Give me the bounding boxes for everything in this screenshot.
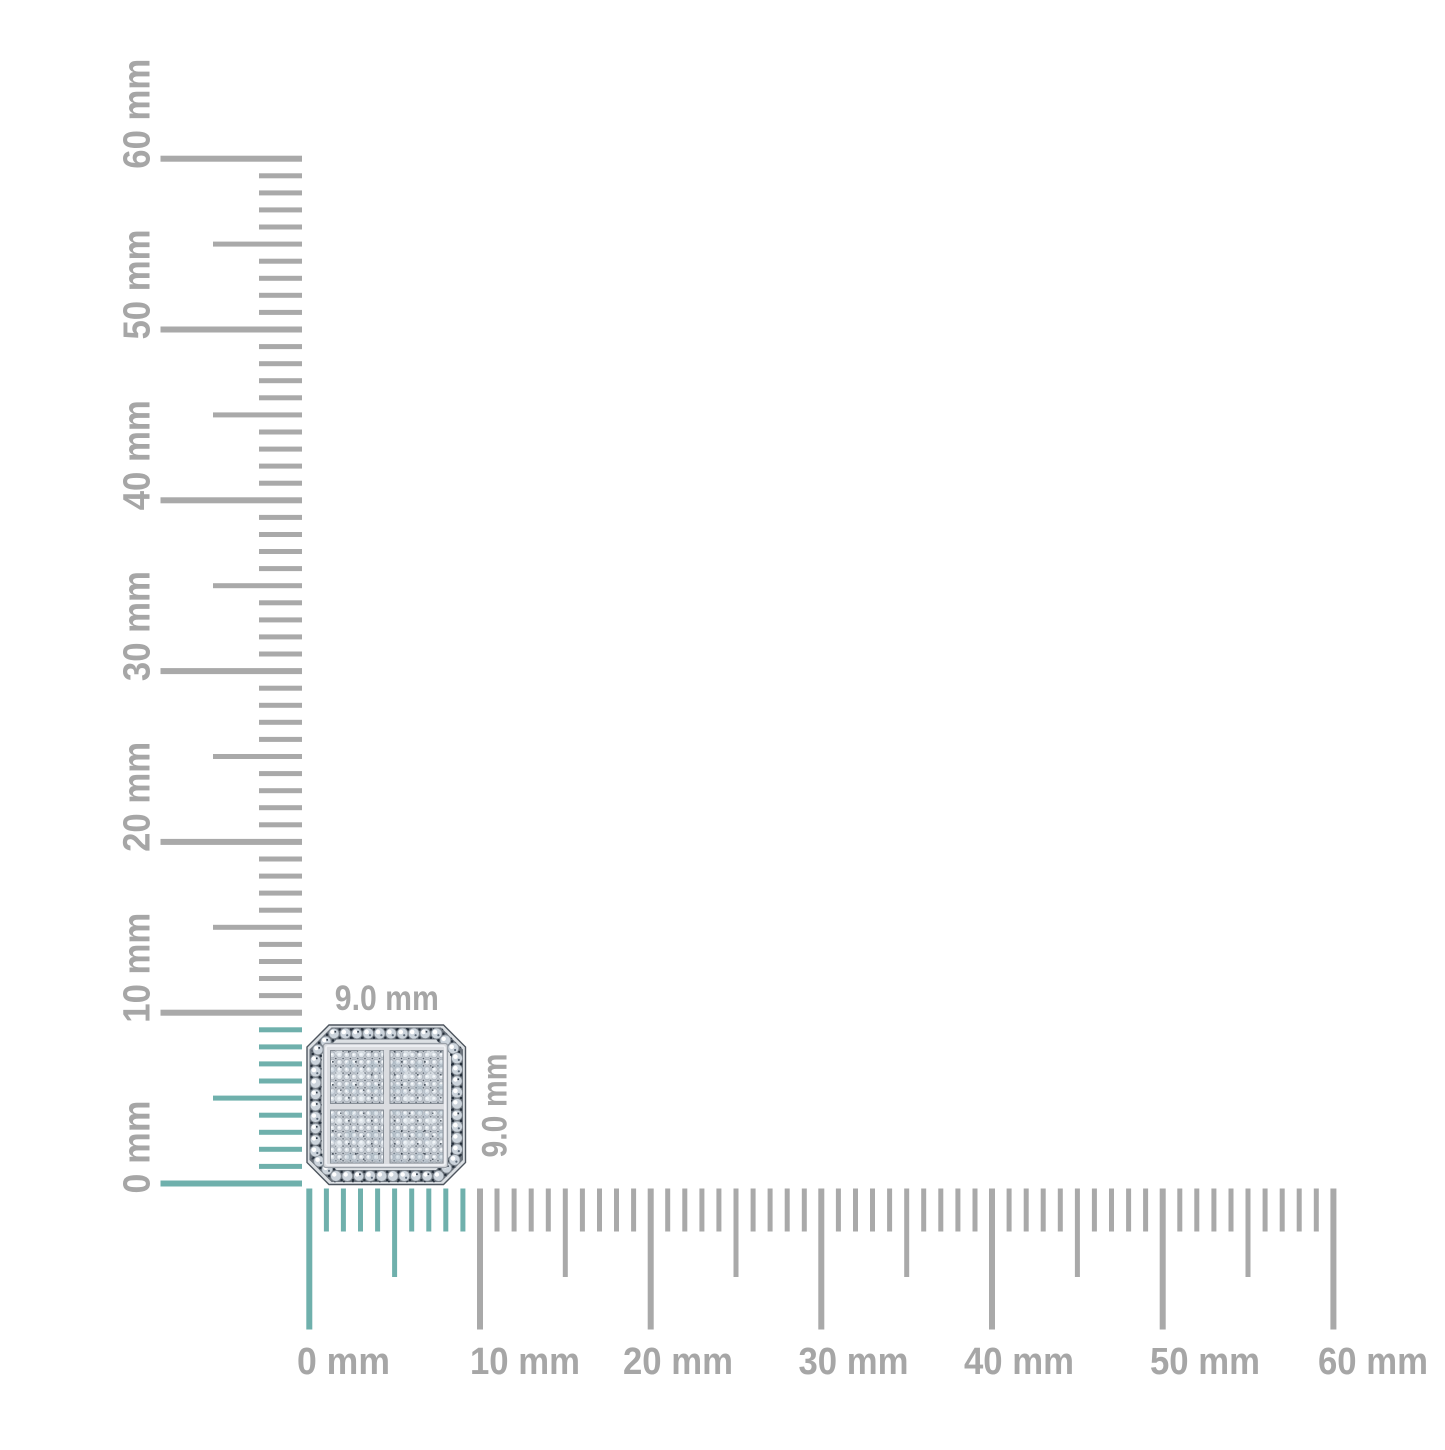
svg-text:9.0 mm: 9.0 mm — [335, 979, 439, 1018]
svg-text:0 mm: 0 mm — [116, 1101, 158, 1194]
svg-text:50 mm: 50 mm — [1150, 1341, 1260, 1383]
svg-text:20 mm: 20 mm — [623, 1341, 733, 1383]
svg-text:50 mm: 50 mm — [116, 230, 158, 340]
svg-text:60 mm: 60 mm — [116, 59, 158, 169]
svg-text:10 mm: 10 mm — [470, 1341, 580, 1383]
svg-text:30 mm: 30 mm — [116, 571, 158, 681]
svg-text:0 mm: 0 mm — [297, 1341, 390, 1383]
svg-text:10 mm: 10 mm — [116, 913, 158, 1023]
svg-text:60 mm: 60 mm — [1318, 1341, 1428, 1383]
svg-text:40 mm: 40 mm — [964, 1341, 1074, 1383]
svg-text:40 mm: 40 mm — [116, 400, 158, 510]
svg-text:9.0 mm: 9.0 mm — [476, 1054, 515, 1158]
svg-text:30 mm: 30 mm — [799, 1341, 909, 1383]
svg-text:20 mm: 20 mm — [116, 742, 158, 852]
